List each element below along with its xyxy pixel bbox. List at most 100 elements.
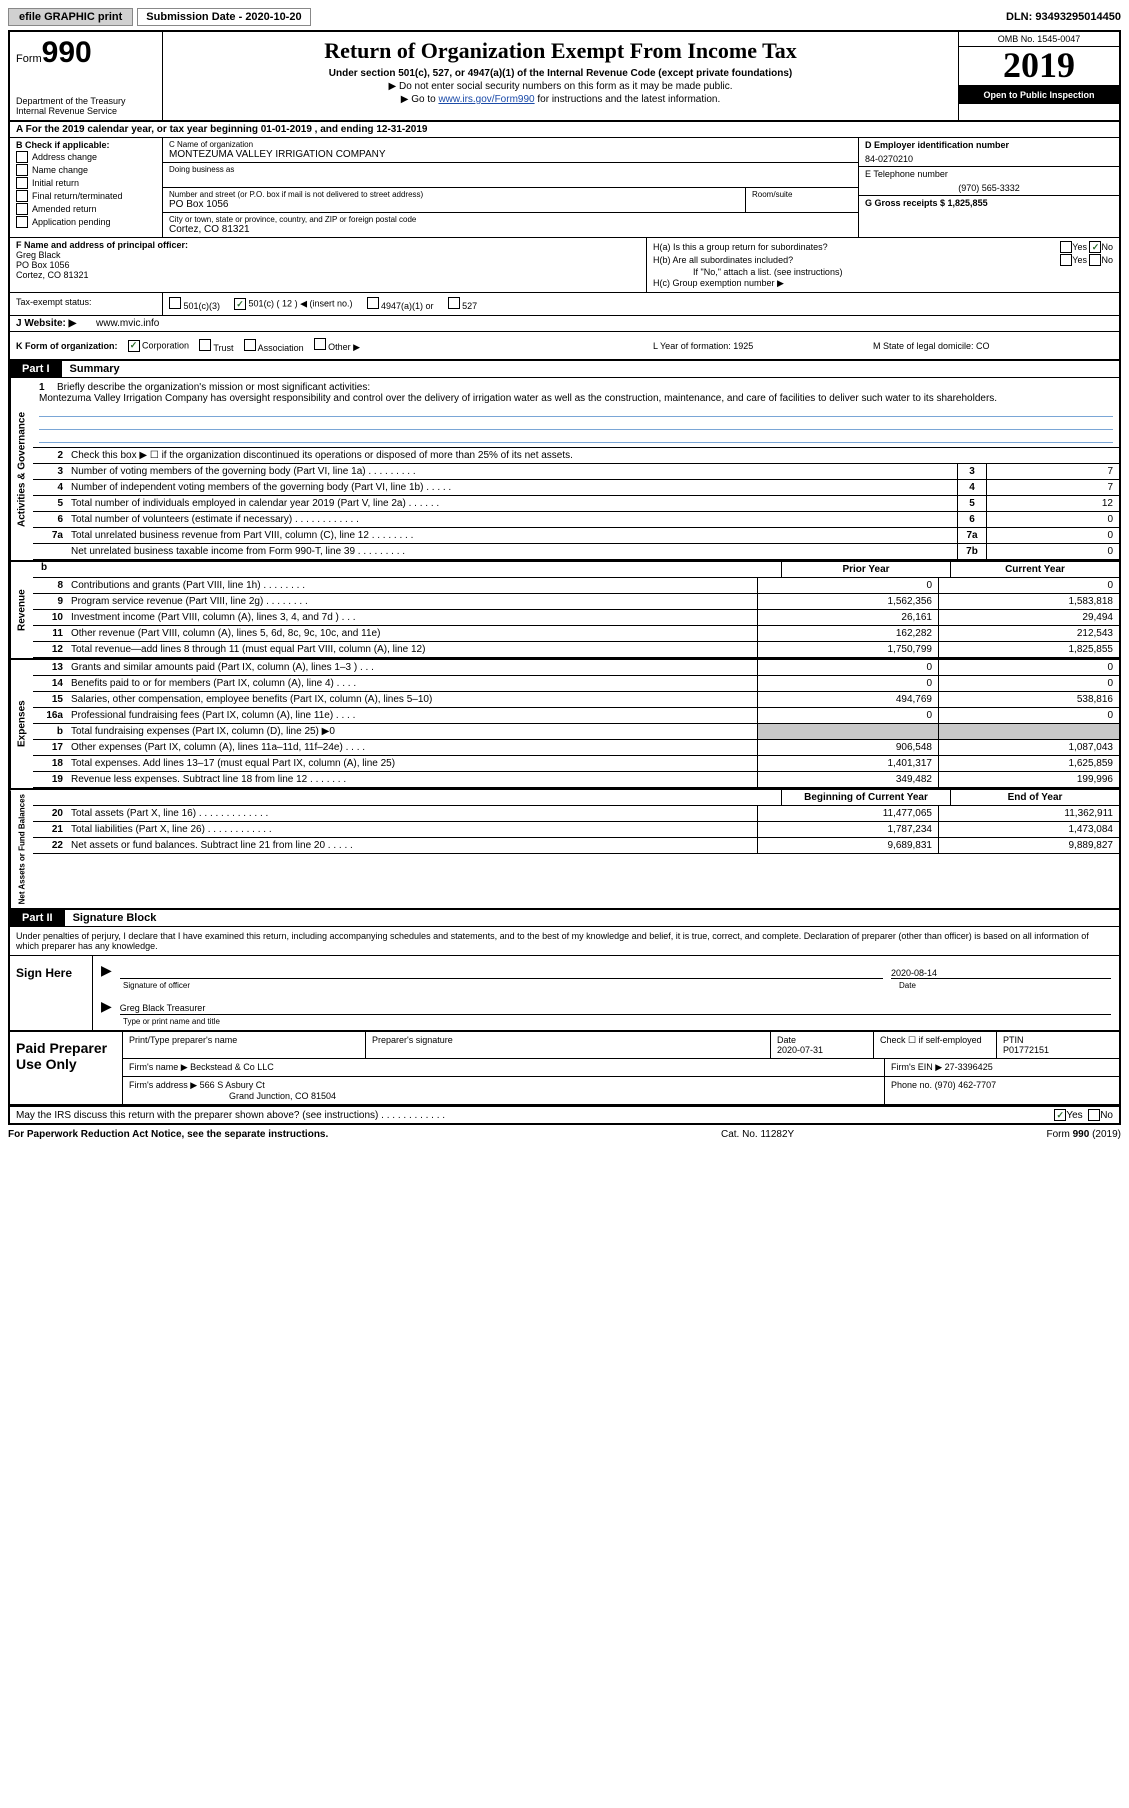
current-val: 1,087,043 [938, 740, 1119, 755]
hb-yes-lbl: Yes [1072, 255, 1087, 265]
addr-label: Number and street (or P.O. box if mail i… [169, 190, 739, 199]
side-governance: Activities & Governance [10, 378, 33, 560]
form-container: Form990 Department of the Treasury Inter… [8, 30, 1121, 1125]
ptin-value: P01772151 [1003, 1045, 1049, 1055]
hb-no-lbl: No [1101, 255, 1113, 265]
city-value: Cortez, CO 81321 [169, 224, 852, 235]
sign-here-label: Sign Here [10, 956, 93, 1030]
room-label: Room/suite [752, 190, 852, 199]
gov-line: 6 Total number of volunteers (estimate i… [33, 512, 1119, 528]
firm-ein-value: 27-3396425 [945, 1062, 993, 1072]
prior-val: 1,401,317 [757, 756, 938, 771]
addr-value: PO Box 1056 [169, 199, 739, 210]
prep-date-value: 2020-07-31 [777, 1045, 823, 1055]
form-990-number: 990 [42, 36, 92, 69]
current-val: 0 [938, 660, 1119, 675]
mission-num: 1 [39, 382, 57, 393]
chk-address-change[interactable] [16, 151, 28, 163]
lbl-assoc: Association [258, 343, 304, 353]
chk-other[interactable] [314, 338, 326, 350]
row-website: J Website: ▶ www.mvic.info [10, 316, 1119, 332]
prior-val [757, 724, 938, 739]
mission-text: Montezuma Valley Irrigation Company has … [39, 393, 1113, 404]
line-num: 20 [33, 806, 67, 821]
form-word: Form [16, 53, 42, 65]
mission-rule3 [39, 430, 1113, 443]
prep-selfemp-header: Check ☐ if self-employed [874, 1032, 997, 1058]
revenue-line: 8 Contributions and grants (Part VIII, l… [33, 578, 1119, 594]
part2-tab: Part II [10, 910, 65, 926]
line-text: Salaries, other compensation, employee b… [67, 692, 757, 707]
chk-final-return[interactable] [16, 190, 28, 202]
lbl-name-change: Name change [32, 165, 88, 175]
expense-line: 16a Professional fundraising fees (Part … [33, 708, 1119, 724]
row-tax-status: Tax-exempt status: 501(c)(3) 501(c) ( 12… [10, 293, 1119, 316]
chk-amended[interactable] [16, 203, 28, 215]
page-footer: For Paperwork Reduction Act Notice, see … [8, 1125, 1121, 1140]
lbl-corp: Corporation [142, 340, 189, 350]
chk-initial-return[interactable] [16, 177, 28, 189]
row-a-tax-year: A For the 2019 calendar year, or tax yea… [10, 122, 1119, 138]
chk-501c3[interactable] [169, 297, 181, 309]
line-val: 0 [986, 544, 1119, 559]
chk-527[interactable] [448, 297, 460, 309]
prior-val: 0 [757, 578, 938, 593]
discuss-yes[interactable] [1054, 1109, 1066, 1121]
end-val: 1,473,084 [938, 822, 1119, 837]
expense-line: 15 Salaries, other compensation, employe… [33, 692, 1119, 708]
header-sub1: Under section 501(c), 527, or 4947(a)(1)… [171, 68, 950, 79]
discuss-no[interactable] [1088, 1109, 1100, 1121]
chk-app-pending[interactable] [16, 216, 28, 228]
sig-date-field: 2020-08-14 [891, 968, 1111, 979]
firm-phone-value: (970) 462-7707 [935, 1080, 997, 1090]
lbl-4947: 4947(a)(1) or [381, 301, 434, 311]
line-num: 2 [33, 448, 67, 463]
chk-assoc[interactable] [244, 339, 256, 351]
prior-val: 0 [757, 660, 938, 675]
expense-line: 18 Total expenses. Add lines 13–17 (must… [33, 756, 1119, 772]
gov-line: 4 Number of independent voting members o… [33, 480, 1119, 496]
mission-rule1 [39, 404, 1113, 417]
hb-no[interactable] [1089, 254, 1101, 266]
line-text: Other revenue (Part VIII, column (A), li… [67, 626, 757, 641]
ha-no[interactable] [1089, 241, 1101, 253]
line-text: Professional fundraising fees (Part IX, … [67, 708, 757, 723]
line-text: Grants and similar amounts paid (Part IX… [67, 660, 757, 675]
ha-label: H(a) Is this a group return for subordin… [653, 242, 1060, 252]
part1-tab: Part I [10, 361, 62, 377]
part1-header: Part I Summary [10, 361, 1119, 378]
open-public-badge: Open to Public Inspection [959, 86, 1119, 104]
prior-year-header: Prior Year [781, 562, 950, 577]
ha-yes[interactable] [1060, 241, 1072, 253]
org-name-label: C Name of organization [169, 140, 852, 149]
line-text: Total liabilities (Part X, line 26) . . … [67, 822, 757, 837]
firm-addr1: 566 S Asbury Ct [200, 1080, 265, 1090]
side-netassets: Net Assets or Fund Balances [10, 790, 33, 908]
line-text: Total assets (Part X, line 16) . . . . .… [67, 806, 757, 821]
efile-print-button[interactable]: efile GRAPHIC print [8, 8, 133, 26]
chk-trust[interactable] [199, 339, 211, 351]
chk-name-change[interactable] [16, 164, 28, 176]
sig-officer-field[interactable] [120, 967, 883, 979]
signature-intro: Under penalties of perjury, I declare th… [10, 927, 1119, 956]
lbl-initial-return: Initial return [32, 178, 79, 188]
line-cellnum: 5 [957, 496, 986, 511]
chk-501c[interactable] [234, 298, 246, 310]
gov-line: 5 Total number of individuals employed i… [33, 496, 1119, 512]
expense-line: b Total fundraising expenses (Part IX, c… [33, 724, 1119, 740]
lbl-527: 527 [462, 301, 477, 311]
line-text: Total unrelated business revenue from Pa… [67, 528, 957, 543]
sign-here-block: Sign Here ▶ 2020-08-14 Signature of offi… [10, 956, 1119, 1032]
mission-block: 1Briefly describe the organization's mis… [33, 378, 1119, 448]
prior-val: 906,548 [757, 740, 938, 755]
line-num: 12 [33, 642, 67, 657]
sub3-pre: ▶ Go to [401, 94, 439, 105]
line-num: 7a [33, 528, 67, 543]
chk-corp[interactable] [128, 340, 140, 352]
hb-yes[interactable] [1060, 254, 1072, 266]
irs-link[interactable]: www.irs.gov/Form990 [438, 94, 534, 105]
chk-4947[interactable] [367, 297, 379, 309]
line-text: Other expenses (Part IX, column (A), lin… [67, 740, 757, 755]
line-text: Total number of volunteers (estimate if … [67, 512, 957, 527]
line-text: Net assets or fund balances. Subtract li… [67, 838, 757, 853]
